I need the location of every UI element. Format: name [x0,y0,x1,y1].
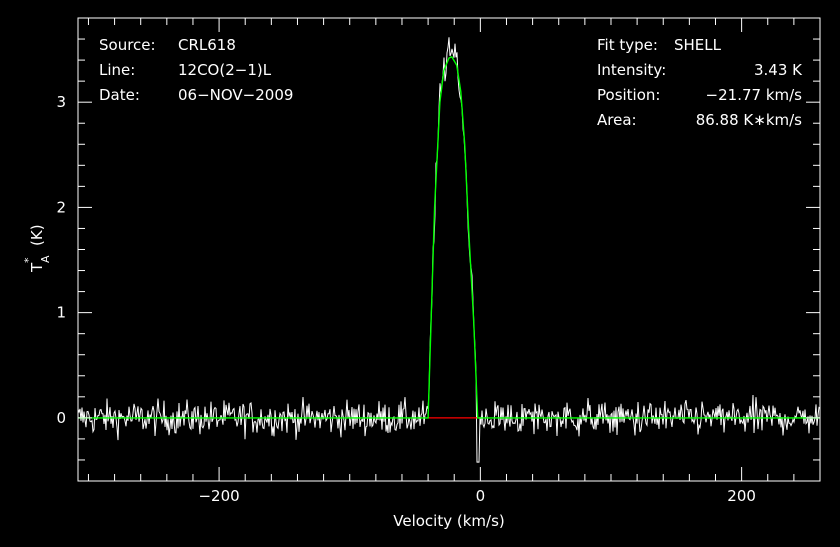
y-tick-label: 2 [56,198,66,216]
info-left-key: Source: [99,36,156,54]
plot-layer [77,37,821,463]
fit-line [78,56,820,419]
x-tick-label: 200 [727,487,756,505]
spectrum-line [77,37,821,463]
y-axis-label-sup: * [22,257,35,263]
y-tick-label: 1 [56,304,66,322]
info-right-key: Position: [597,86,660,104]
info-right-value: −21.77 km/s [706,86,803,104]
x-tick-label: 0 [476,487,486,505]
info-right-key: Area: [597,111,637,129]
y-axis-label-symbol: T [28,262,46,273]
info-left-value: 12CO(2−1)L [178,61,272,79]
info-right-key: Fit type: [597,36,658,54]
info-right-key: Intensity: [597,61,666,79]
y-axis-label: T* A (K) [22,224,52,273]
info-left-key: Date: [99,86,140,104]
x-tick-label: −200 [198,487,239,505]
y-axis-label-unit: (K) [28,224,46,246]
axes-layer: −200 0 200 0 1 2 3 Velocity (km/s) T* A (K) [22,18,821,530]
y-tick-label: 0 [56,409,66,427]
info-left-key: Line: [99,61,135,79]
info-right-value: SHELL [674,36,722,54]
y-tick-label: 3 [56,93,66,111]
info-left-value: CRL618 [178,36,236,54]
info-left-value: 06−NOV−2009 [178,86,293,104]
info-right-value: 86.88 K∗km/s [696,111,802,129]
y-axis-label-sub: A [39,255,52,263]
x-axis-label: Velocity (km/s) [393,512,504,530]
info-panel: Source: CRL618 Line: 12CO(2−1)L Date: 06−NOV−… [99,36,803,129]
info-right-value: 3.43 K [754,61,803,79]
